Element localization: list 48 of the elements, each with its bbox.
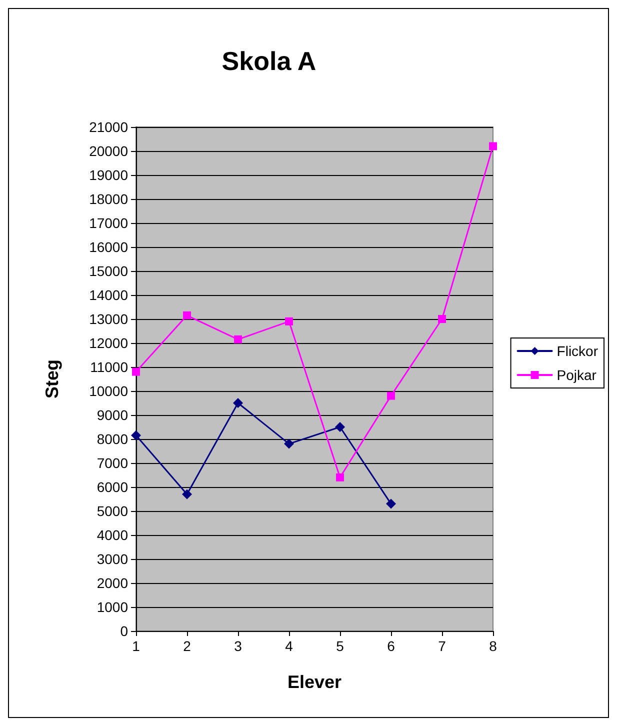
x-tick-label: 2 [183, 638, 192, 654]
point [131, 430, 141, 440]
y-tick-label: 7000 [96, 455, 128, 471]
y-tick-label: 15000 [89, 263, 128, 279]
x-tick-label: 4 [285, 638, 294, 654]
y-tick-label: 3000 [96, 551, 128, 567]
point [183, 311, 191, 320]
y-tick-label: 0 [120, 623, 128, 639]
point [182, 489, 192, 500]
point [387, 392, 395, 400]
point [284, 438, 294, 449]
point [336, 473, 344, 482]
x-axis-title: Elever [287, 672, 342, 692]
x-tick-label: 7 [438, 638, 446, 654]
y-tick-label: 1000 [96, 599, 128, 615]
point [335, 422, 345, 432]
y-tick-label: 16000 [89, 239, 128, 255]
y-tick-label: 4000 [96, 527, 128, 543]
x-tick-label: 5 [336, 638, 344, 654]
y-tick-label: 17000 [89, 215, 128, 231]
y-tick-label: 14000 [89, 287, 128, 303]
y-tick-label: 20000 [89, 143, 128, 159]
point [386, 498, 396, 509]
legend-label: Pojkar [556, 367, 597, 383]
point [233, 398, 243, 408]
y-tick-label: 5000 [96, 503, 128, 519]
point [234, 335, 242, 344]
y-tick-label: 13000 [89, 311, 128, 327]
point [438, 315, 446, 323]
x-tick-label: 1 [132, 638, 140, 654]
y-tick-label: 11000 [90, 359, 128, 375]
y-axis-title: Steg [42, 359, 62, 399]
y-tick-label: 2000 [96, 575, 128, 591]
y-tick-label: 9000 [96, 407, 128, 423]
point [489, 142, 497, 150]
x-tick-label: 3 [234, 638, 242, 654]
x-tick-label: 8 [489, 638, 498, 654]
y-tick-label: 8000 [96, 431, 128, 447]
x-tick-label: 6 [387, 638, 396, 654]
y-tick-label: 21000 [89, 119, 128, 135]
y-tick-label: 12000 [89, 335, 128, 351]
chart-title: Skola A [222, 46, 316, 76]
legend-label: Flickor [556, 343, 598, 359]
y-tick-label: 18000 [89, 191, 128, 207]
y-tick-label: 6000 [96, 479, 128, 495]
y-tick-label: 19000 [89, 167, 128, 183]
point [285, 317, 293, 326]
y-tick-label: 10000 [89, 383, 128, 399]
